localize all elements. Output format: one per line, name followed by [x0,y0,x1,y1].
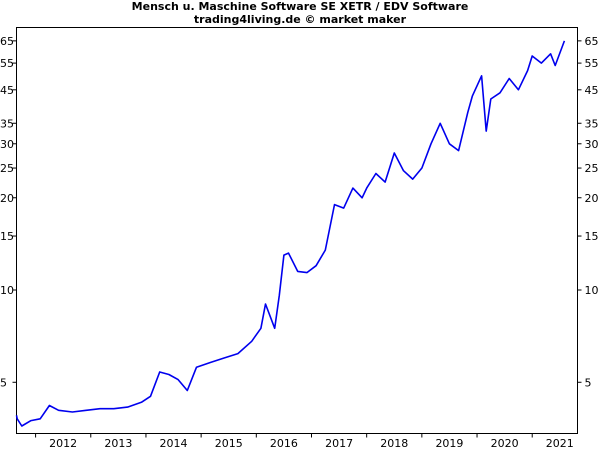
y-tick-label-left: 20 [0,192,14,205]
y-tick-label-right: 20 [585,192,599,205]
y-tick-label-right: 55 [585,57,599,70]
y-tick-label-right: 45 [585,84,599,97]
y-tick-label-left: 25 [0,162,14,175]
x-tick-label: 2013 [104,437,132,450]
y-tick-label-right: 35 [585,117,599,130]
plot-frame [16,27,578,434]
x-axis: 2012 2013 2014 2015 2016 2017 2018 2019 2020 2021 [35,433,574,450]
y-axis-left: 5 10 15 20 25 30 35 45 55 65 [0,35,17,389]
chart-title: Mensch u. Maschine Software SE XETR / ED… [131,0,469,13]
x-tick-label: 2021 [546,437,574,450]
x-tick-label: 2016 [270,437,298,450]
y-tick-label-left: 10 [0,284,14,297]
y-tick-label-left: 30 [0,138,14,151]
y-tick-label-right: 25 [585,162,599,175]
y-tick-label-right: 30 [585,138,599,151]
y-tick-label-left: 45 [0,84,14,97]
y-axis-right: 5 10 15 20 25 30 35 45 55 65 [577,35,599,389]
price-line [15,40,566,427]
x-tick-label: 2020 [491,437,519,450]
x-tick-label: 2012 [49,437,77,450]
y-tick-label-right: 65 [585,35,599,48]
x-tick-label: 2015 [215,437,243,450]
y-tick-label-left: 5 [0,376,7,389]
y-tick-label-right: 15 [585,230,599,243]
series-layer [15,40,566,427]
x-tick-label: 2019 [435,437,463,450]
x-tick-label: 2014 [160,437,188,450]
y-tick-label-right: 10 [585,284,599,297]
x-tick-label: 2018 [380,437,408,450]
chart-subtitle: trading4living.de © market maker [193,13,407,26]
y-tick-label-right: 5 [585,376,592,389]
y-tick-label-left: 55 [0,57,14,70]
y-tick-label-left: 35 [0,117,14,130]
x-tick-label: 2017 [325,437,353,450]
y-tick-label-left: 15 [0,230,14,243]
y-tick-label-left: 65 [0,35,14,48]
